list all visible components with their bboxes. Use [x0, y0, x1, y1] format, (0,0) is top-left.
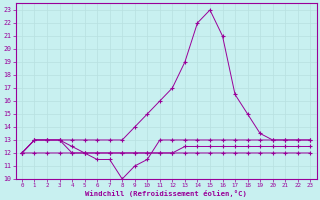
X-axis label: Windchill (Refroidissement éolien,°C): Windchill (Refroidissement éolien,°C) [85, 190, 247, 197]
